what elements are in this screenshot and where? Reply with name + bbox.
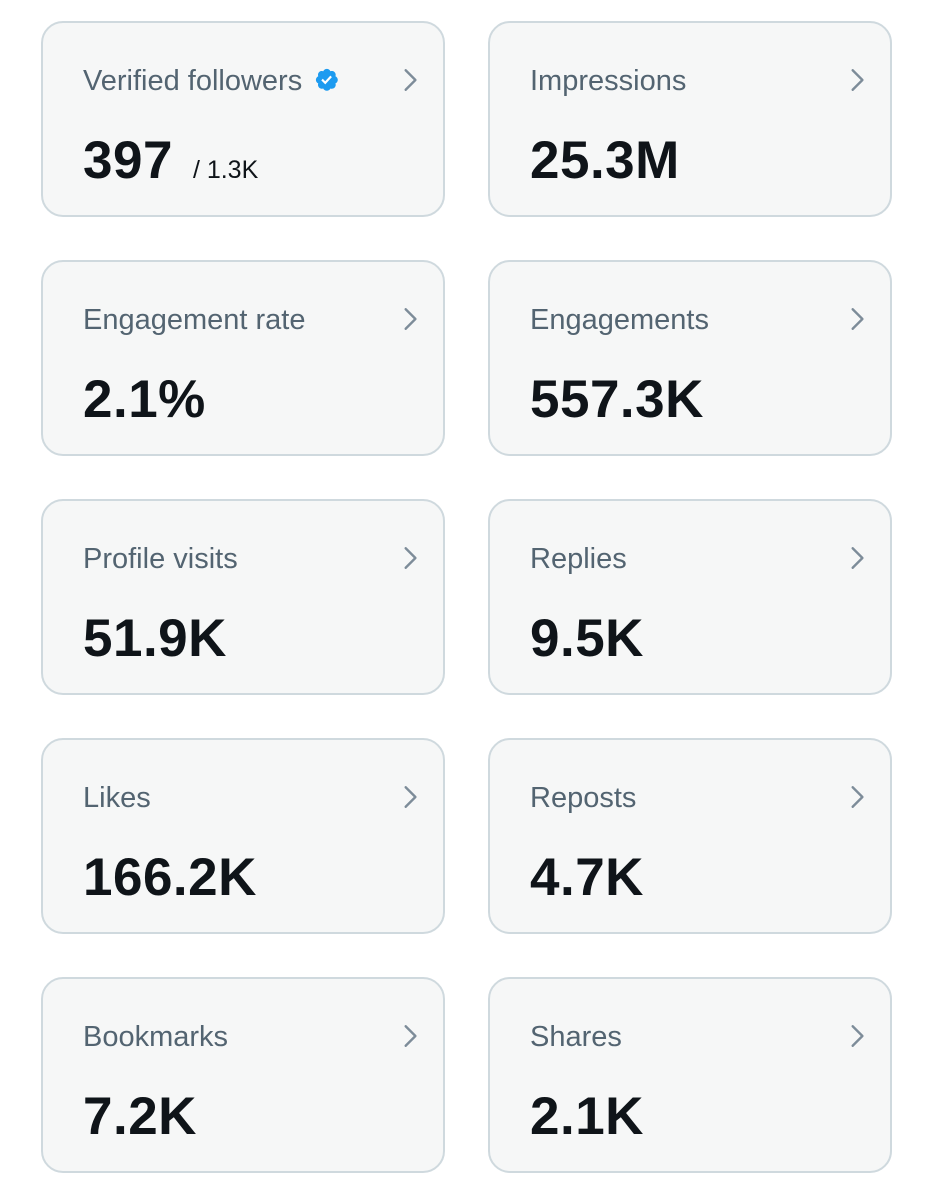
chevron-right-icon [851,1025,864,1047]
metric-value: 25.3M [530,131,680,190]
metric-value: 557.3K [530,370,704,429]
metric-card-reposts[interactable]: Reposts 4.7K [488,738,892,934]
chevron-right-icon [404,786,417,808]
metric-label-row: Shares [530,1019,622,1055]
metric-value-row: 25.3M [530,129,680,193]
metric-label-row: Likes [83,780,151,816]
metric-label: Bookmarks [83,1021,229,1053]
metric-value-row: 166.2K [83,846,257,910]
chevron-right-icon [851,69,864,91]
metric-value-row: 397 / 1.3K [83,129,258,193]
chevron-right-icon [404,1025,417,1047]
metric-card-shares[interactable]: Shares 2.1K [488,977,892,1173]
metric-value-row: 557.3K [530,368,704,432]
metric-value-row: 7.2K [83,1085,197,1149]
metric-value-row: 9.5K [530,607,644,671]
metric-card-replies[interactable]: Replies 9.5K [488,499,892,695]
metric-label: Likes [83,782,151,814]
metric-card-bookmarks[interactable]: Bookmarks 7.2K [41,977,445,1173]
metric-label-row: Verified followers [83,63,342,99]
chevron-right-icon [404,547,417,569]
metric-label: Reposts [530,782,637,814]
metric-value-row: 51.9K [83,607,227,671]
metric-value: 4.7K [530,848,644,907]
metric-card-engagement-rate[interactable]: Engagement rate 2.1% [41,260,445,456]
metric-value-row: 4.7K [530,846,644,910]
metric-value: 7.2K [83,1087,197,1146]
metric-label: Verified followers [83,65,303,97]
metric-value: 9.5K [530,609,644,668]
chevron-right-icon [404,308,417,330]
metric-label: Impressions [530,65,687,97]
metric-label-row: Impressions [530,63,686,99]
metric-label-row: Profile visits [83,541,238,577]
metric-value: 51.9K [83,609,227,668]
metric-total: / 1.3K [192,156,259,184]
metric-label: Engagement rate [83,304,306,336]
metric-label-row: Reposts [530,780,636,816]
metric-label: Profile visits [83,543,238,575]
metric-value: 397 [83,131,173,190]
chevron-right-icon [404,69,417,91]
metric-value: 2.1K [530,1087,644,1146]
metric-value: 166.2K [83,848,257,907]
metric-card-profile-visits[interactable]: Profile visits 51.9K [41,499,445,695]
metric-value-row: 2.1K [530,1085,644,1149]
verified-badge-icon [314,67,342,95]
metric-card-impressions[interactable]: Impressions 25.3M [488,21,892,217]
metric-card-verified-followers[interactable]: Verified followers 397 / 1.3K [41,21,445,217]
metric-label-row: Bookmarks [83,1019,228,1055]
metric-label-row: Engagements [530,302,709,338]
metric-label: Engagements [530,304,709,336]
metric-label-row: Replies [530,541,627,577]
metric-label: Shares [530,1021,622,1053]
chevron-right-icon [851,547,864,569]
chevron-right-icon [851,786,864,808]
metric-label: Replies [530,543,627,575]
metric-value: 2.1% [83,370,206,429]
metric-card-engagements[interactable]: Engagements 557.3K [488,260,892,456]
chevron-right-icon [851,308,864,330]
metric-card-likes[interactable]: Likes 166.2K [41,738,445,934]
metric-label-row: Engagement rate [83,302,305,338]
metric-value-row: 2.1% [83,368,206,432]
